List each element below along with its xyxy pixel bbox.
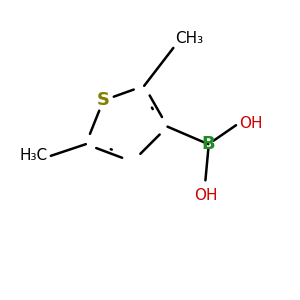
Text: S: S xyxy=(97,92,110,110)
Text: CH₃: CH₃ xyxy=(175,32,203,46)
Text: B: B xyxy=(202,135,215,153)
Text: OH: OH xyxy=(239,116,262,131)
Text: OH: OH xyxy=(194,188,217,203)
Text: H₃C: H₃C xyxy=(20,148,48,163)
